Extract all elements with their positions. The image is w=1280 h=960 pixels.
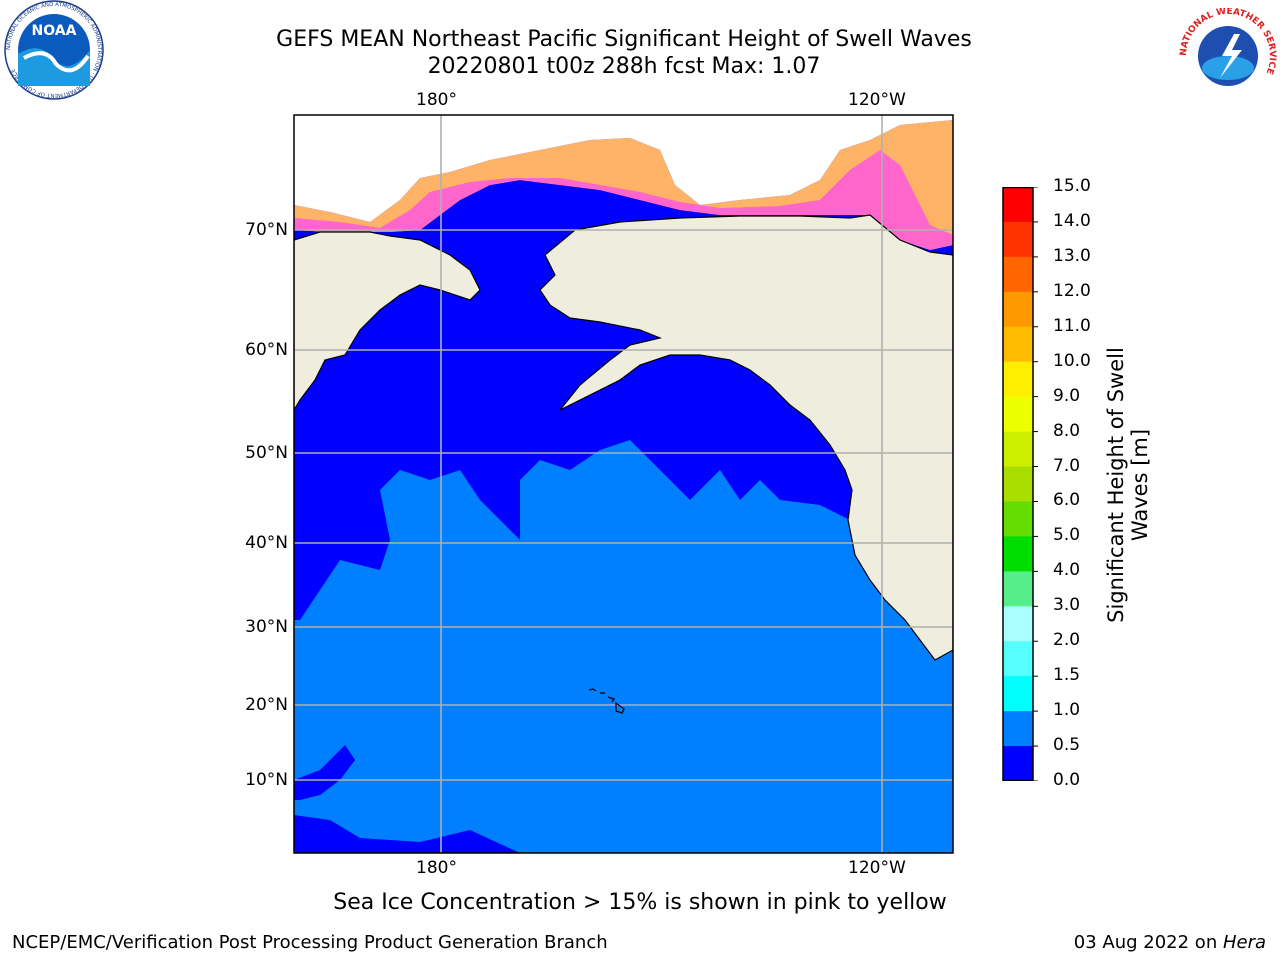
colorbar-tick-label: 2.0	[1053, 630, 1081, 651]
colorbar-tick-label: 0.5	[1053, 735, 1081, 756]
colorbar-tick-label: 7.0	[1053, 455, 1081, 476]
footer-credit: NCEP/EMC/Verification Post Processing Pr…	[12, 932, 608, 953]
lon-label-top-180: 180°	[416, 90, 457, 110]
colorbar-bin-12	[1003, 606, 1033, 642]
chart-title: GEFS MEAN Northeast Pacific Significant …	[276, 27, 972, 52]
colorbar-tick-label: 5.0	[1053, 525, 1081, 546]
colorbar-tick-label: 14.0	[1053, 210, 1091, 231]
colorbar	[1002, 187, 1038, 781]
colorbar-bin-4	[1003, 326, 1033, 363]
colorbar-bin-3	[1003, 291, 1033, 328]
colorbar-tick-label: 9.0	[1053, 385, 1081, 406]
colorbar-bin-14	[1003, 676, 1033, 712]
lat-label-50n: 50°N	[245, 443, 288, 463]
nws-logo: NATIONAL WEATHER SERVICE	[1179, 8, 1277, 102]
colorbar-tick-label: 10.0	[1053, 350, 1091, 371]
colorbar-tick-label: 4.0	[1053, 560, 1081, 581]
colorbar-bin-9	[1003, 501, 1033, 537]
ocean-swell-low-patch	[294, 815, 520, 853]
colorbar-tick-label: 11.0	[1053, 315, 1091, 336]
colorbar-bin-15	[1003, 711, 1033, 747]
colorbar-label: Significant Height of Swell Waves [m]	[1104, 347, 1152, 623]
colorbar-tick-label: 12.0	[1053, 280, 1091, 301]
lon-label-top-120w: 120°W	[848, 90, 906, 110]
lon-label-bottom-180: 180°	[416, 858, 457, 878]
colorbar-bin-5	[1003, 361, 1033, 398]
noaa-logo: NATIONAL OCEANIC AND ATMOSPHERIC ADMINIS…	[4, 0, 104, 100]
colorbar-bin-11	[1003, 571, 1033, 607]
colorbar-tick-label: 0.0	[1053, 770, 1081, 790]
colorbar-tick-label: 1.5	[1053, 665, 1081, 686]
sea-ice-inner	[294, 150, 953, 250]
colorbar-tick-label: 1.0	[1053, 700, 1081, 721]
colorbar-bin-2	[1003, 256, 1033, 293]
footer-date-text: 03 Aug 2022 on	[1073, 932, 1223, 953]
footer-date: 03 Aug 2022 on Hera	[1074, 932, 1266, 953]
colorbar-bin-1	[1003, 221, 1033, 258]
lon-label-bottom-120w: 120°W	[848, 858, 906, 878]
colorbar-bin-7	[1003, 431, 1033, 468]
colorbar-tick-label: 3.0	[1053, 595, 1081, 616]
lat-label-70n: 70°N	[245, 220, 288, 240]
ocean-swell-low-patch	[294, 745, 355, 800]
colorbar-bin-13	[1003, 641, 1033, 677]
hawaii-islands	[588, 688, 625, 714]
arctic-no-data	[294, 115, 953, 222]
colorbar-tick-label: 15.0	[1053, 176, 1091, 196]
colorbar-frame	[1002, 187, 1034, 781]
map-graticule	[294, 115, 953, 853]
lat-label-40n: 40°N	[245, 533, 288, 553]
sea-ice-note: Sea Ice Concentration > 15% is shown in …	[333, 890, 947, 915]
lat-label-30n: 30°N	[245, 617, 288, 637]
chart-subtitle: 20220801 t00z 288h fcst Max: 1.07	[427, 54, 821, 79]
footer-host: Hera	[1222, 932, 1266, 953]
lat-label-60n: 60°N	[245, 340, 288, 360]
colorbar-bin-8	[1003, 466, 1033, 502]
sea-ice-outer	[294, 120, 953, 250]
land-north-america	[539, 214, 953, 661]
colorbar-bin-0	[1003, 187, 1033, 223]
lat-label-20n: 20°N	[245, 695, 288, 715]
colorbar-tick-label: 13.0	[1053, 245, 1091, 266]
colorbar-bin-16	[1003, 746, 1033, 781]
noaa-logo-text: NOAA	[32, 23, 77, 39]
colorbar-bin-6	[1003, 396, 1033, 433]
colorbar-tick-label: 8.0	[1053, 420, 1081, 441]
lat-label-10n: 10°N	[245, 770, 288, 790]
colorbar-tick-label: 6.0	[1053, 490, 1081, 511]
land-asia	[294, 231, 481, 412]
map-frame	[293, 114, 954, 854]
colorbar-bin-10	[1003, 536, 1033, 572]
